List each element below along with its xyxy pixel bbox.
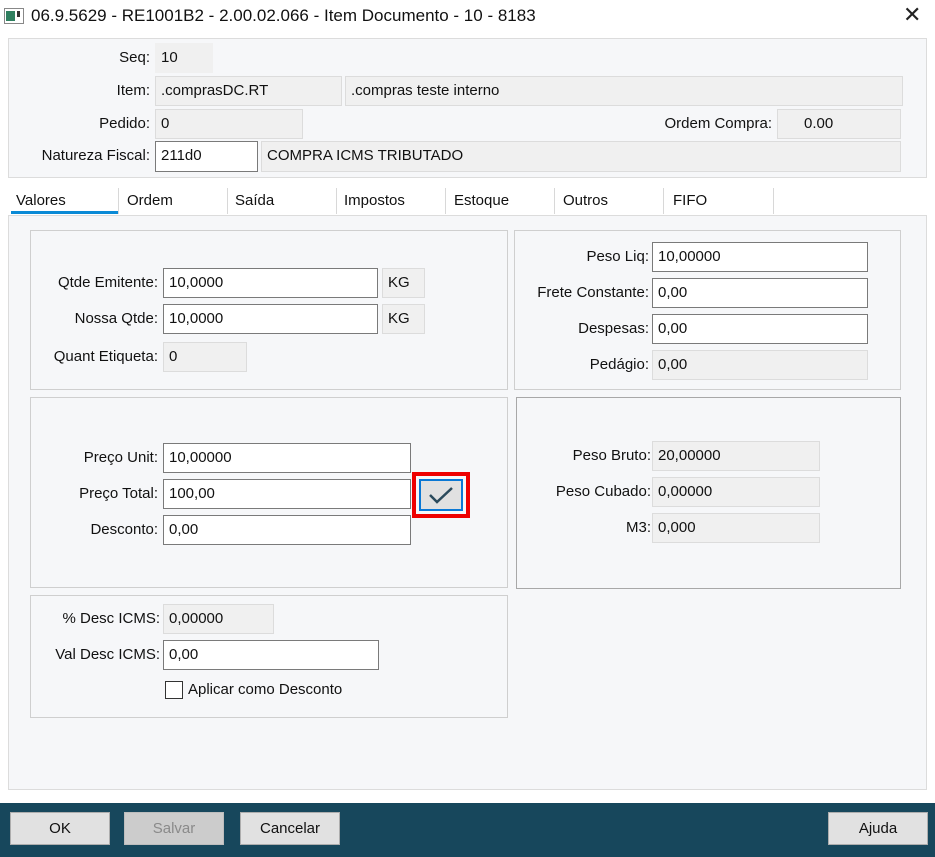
despesas-input[interactable]: 0,00 [652, 314, 868, 344]
pedagio-label: Pedágio: [589, 356, 649, 373]
desconto-input[interactable]: 0,00 [163, 515, 411, 545]
nossa-qtde-label: Nossa Qtde: [74, 310, 158, 327]
natureza-code-input[interactable]: 211d0 [155, 141, 258, 172]
item-label: Item: [116, 82, 150, 99]
qtde-emitente-input[interactable]: 10,0000 [163, 268, 378, 298]
quant-etiqueta-label: Quant Etiqueta: [53, 348, 158, 365]
desconto-label: Desconto: [90, 521, 158, 538]
peso-liq-input[interactable]: 10,00000 [652, 242, 868, 272]
peso-bruto-field: 20,00000 [652, 441, 820, 471]
preco-unit-input[interactable]: 10,00000 [163, 443, 411, 473]
ajuda-button[interactable]: Ajuda [828, 812, 928, 845]
natureza-label: Natureza Fiscal: [41, 147, 150, 164]
tab-saida[interactable]: Saída [235, 192, 275, 209]
peso-liq-label: Peso Liq: [586, 248, 649, 265]
m3-label: M3: [625, 519, 651, 536]
preco-unit-label: Preço Unit: [83, 449, 158, 466]
m3-field: 0,000 [652, 513, 820, 543]
pedido-field: 0 [155, 109, 303, 139]
nossa-qtde-unit: KG [382, 304, 425, 334]
peso-bruto-label: Peso Bruto: [572, 447, 651, 464]
item-code-field: .comprasDC.RT [155, 76, 342, 106]
aplicar-desconto-checkbox[interactable] [165, 681, 183, 699]
frete-input[interactable]: 0,00 [652, 278, 868, 308]
natureza-desc-field: COMPRA ICMS TRIBUTADO [261, 141, 901, 172]
tab-valores[interactable]: Valores [16, 192, 66, 209]
checkmark-icon [429, 487, 453, 504]
close-icon[interactable]: ✕ [903, 2, 922, 27]
pedido-label: Pedido: [99, 115, 150, 132]
tab-active-underline [11, 211, 118, 214]
app-icon [4, 8, 24, 24]
quant-etiqueta-field: 0 [163, 342, 247, 372]
tab-fifo[interactable]: FIFO [673, 192, 708, 209]
preco-total-input[interactable]: 100,00 [163, 479, 411, 509]
qtde-emitente-unit: KG [382, 268, 425, 298]
nossa-qtde-input[interactable]: 10,0000 [163, 304, 378, 334]
window-title: 06.9.5629 - RE1001B2 - 2.00.02.066 - Ite… [31, 6, 536, 25]
qtde-emitente-label: Qtde Emitente: [57, 274, 158, 291]
tab-impostos[interactable]: Impostos [344, 192, 405, 209]
tab-estoque[interactable]: Estoque [454, 192, 510, 209]
salvar-button[interactable]: Salvar [124, 812, 224, 845]
ordem-compra-label: Ordem Compra: [664, 115, 772, 132]
despesas-label: Despesas: [578, 320, 649, 337]
peso-cubado-label: Peso Cubado: [555, 483, 651, 500]
tab-outros[interactable]: Outros [563, 192, 609, 209]
ordem-compra-field: 0.00 [777, 109, 901, 139]
cancelar-button[interactable]: Cancelar [240, 812, 340, 845]
desc-icms-pct-label: % Desc ICMS: [62, 610, 160, 627]
preco-total-label: Preço Total: [79, 485, 158, 502]
pedagio-field: 0,00 [652, 350, 868, 380]
aplicar-desconto-label: Aplicar como Desconto [188, 681, 343, 698]
ok-button[interactable]: OK [10, 812, 110, 845]
seq-field: 10 [155, 43, 213, 73]
val-desc-icms-label: Val Desc ICMS: [55, 646, 160, 663]
tab-ordem[interactable]: Ordem [127, 192, 173, 209]
seq-label: Seq: [119, 49, 150, 66]
peso-cubado-field: 0,00000 [652, 477, 820, 507]
confirm-total-button[interactable] [412, 472, 470, 518]
desc-icms-pct-field: 0,00000 [163, 604, 274, 634]
item-desc-field: .compras teste interno [345, 76, 903, 106]
frete-label: Frete Constante: [537, 284, 649, 301]
val-desc-icms-input[interactable]: 0,00 [163, 640, 379, 670]
